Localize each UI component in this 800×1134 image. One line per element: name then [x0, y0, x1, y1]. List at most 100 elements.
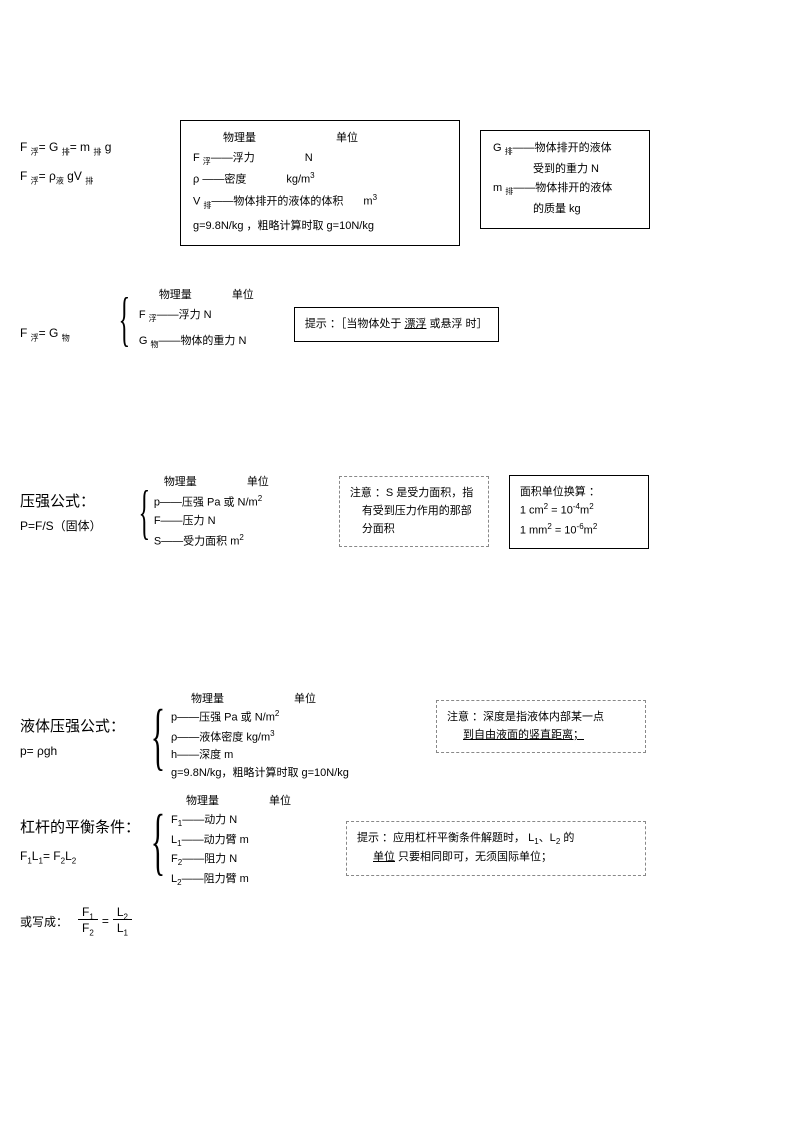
frac-eq: =	[98, 914, 113, 928]
lqr2: ρ——液体密度 kg/m	[171, 731, 270, 743]
lvq-header: 物理量 单位	[171, 792, 336, 811]
lever-quantities: 物理量 单位 F1——动力 N L1——动力臂 m F2——阻力 N L2——阻力…	[166, 792, 336, 890]
b2r1b: ——物体排开的液体	[513, 142, 612, 154]
b2r1sub: 排	[505, 147, 513, 156]
float-row: F 浮= G 物 { 物理量单位 F 浮——浮力 N G 物——物体的重力 N …	[20, 286, 780, 353]
lf-s4: 2	[72, 857, 76, 866]
lvqr1b: ——动力 N	[182, 814, 237, 826]
b1r3a: V	[193, 195, 203, 207]
buoyancy-section: F 浮= G 排= m 排 g F 浮= ρ液 gV 排 物理量单位 F 浮——…	[20, 120, 780, 246]
pressure-note-box: 注意 ：S 是受力面积，指 有受到压力作用的那部 分面积	[339, 476, 489, 547]
pn1: 注意 ：S 是受力面积，指	[350, 485, 478, 503]
float-tip-box: 提示 ：［当物体处于 漂浮 或悬浮 时］	[294, 307, 499, 343]
lever-or-row: 或写成： F1 F2 = L2 L1	[20, 905, 780, 938]
conv-row2: 1 mm2 = 10-6m2	[520, 521, 638, 540]
fl1s: 1	[124, 929, 128, 938]
ln2: 到自由液面的竖直距离；	[447, 727, 635, 745]
formula-buoyancy-2: F 浮= ρ液 gV 排	[20, 169, 160, 186]
liquid-pressure-section: 液体压强公式： p= ρgh { 物理量单位 p——压强 Pa 或 N/m2 ρ…	[20, 691, 780, 782]
frac-bot-2: L1	[113, 921, 132, 935]
lever-title: 杠杆的平衡条件：	[20, 816, 150, 837]
liquid-note-box: 注意 ：深度是指液体内部某一点 到自由液面的竖直距离；	[436, 700, 646, 753]
lvqr2b: ——动力臂 m	[182, 834, 249, 846]
lever-row: 杠杆的平衡条件： F1L1= F2L2 { 物理量单位 F1——动力 N L1—…	[20, 792, 780, 890]
box1-row2: ρ ——密度kg/m3	[193, 169, 447, 190]
conv-title: 面积单位换算 ：	[520, 484, 638, 502]
lqr2sup: 3	[270, 729, 274, 738]
box1-row4: g=9.8N/kg ，粗略计算时取 g=10N/kg	[193, 217, 447, 237]
lvq-row1: F1——动力 N	[171, 811, 336, 831]
lq-h2: 单位	[294, 693, 316, 705]
fqr2b: ——物体的重力 N	[158, 335, 246, 347]
box2-row2: 受到的重力 N	[493, 160, 637, 180]
cv2b: = 10	[552, 524, 577, 536]
b1r1sub: 浮	[203, 157, 211, 166]
lvqr3: F	[171, 853, 178, 865]
fc-sub1: 浮	[31, 333, 39, 342]
liquid-formula: p= ρgh	[20, 744, 150, 758]
lf-m2: L	[65, 849, 72, 863]
fqr1a: F	[139, 309, 149, 321]
f1-mid2: = m	[70, 140, 94, 154]
fqr1b: ——浮力 N	[157, 309, 212, 321]
cv1b: = 10	[548, 505, 573, 517]
pressure-title: 压强公式：	[20, 490, 140, 511]
pq-row1: p——压强 Pa 或 N/m2	[154, 492, 329, 512]
pressure-section: 压强公式： P=F/S（固体） { 物理量单位 p——压强 Pa 或 N/m2 …	[20, 473, 780, 551]
ln1: 注意 ：深度是指液体内部某一点	[447, 709, 635, 727]
b1r2sup: 3	[310, 171, 314, 180]
lvq-row3: F2——阻力 N	[171, 850, 336, 870]
f2-sub1: 浮	[31, 177, 39, 186]
b1r1a: F	[193, 152, 203, 164]
lq-h1: 物理量	[191, 693, 224, 705]
lvq-h2: 单位	[269, 795, 291, 807]
lf-eq: = F	[43, 849, 61, 863]
lvqr4b: ——阻力臂 m	[182, 873, 249, 885]
lt1-text: 提示 ：应用杠杆平衡条件解题时， L	[357, 832, 534, 844]
fq-row1: F 浮——浮力 N	[139, 306, 254, 327]
box1-header-row: 物理量单位	[193, 129, 447, 149]
lever-left: 杠杆的平衡条件： F1L1= F2L2	[20, 816, 150, 865]
b2r1a: G	[493, 142, 505, 154]
lvq-h1: 物理量	[186, 795, 219, 807]
liquid-left: 液体压强公式： p= ρgh	[20, 715, 150, 758]
pressure-quantities: 物理量单位 p——压强 Pa 或 N/m2 F——压力 N S——受力面积 m2	[149, 473, 329, 551]
cv1c: m	[580, 505, 589, 517]
buoyancy-displaced-box: G 排——物体排开的液体 受到的重力 N m 排——物体排开的液体 的质量 kg	[480, 130, 650, 229]
lvqr3b: ——阻力 N	[182, 853, 237, 865]
f1-sub1: 浮	[31, 147, 39, 156]
f1-end: g	[101, 140, 111, 154]
f2-pre: F	[20, 169, 31, 183]
brace-icon: {	[151, 699, 165, 774]
cv1s3: 2	[589, 502, 593, 511]
fraction-right: L2 L1	[113, 905, 132, 938]
fl2s: 2	[124, 912, 128, 921]
lvq-row2: L1——动力臂 m	[171, 831, 336, 851]
fq-header: 物理量单位	[139, 286, 254, 306]
lt2b: 只要相同即可，无须国际单位；	[395, 851, 552, 863]
fq-h1: 物理量	[159, 289, 192, 301]
box1-h2: 单位	[336, 132, 358, 144]
f1-mid: = G	[39, 140, 62, 154]
tip-pre: 提示 ：［当物体处于	[305, 318, 405, 330]
b1r2u: kg/m	[286, 174, 310, 186]
f2-sub2: 液	[56, 177, 64, 186]
lvq-row4: L2——阻力臂 m	[171, 870, 336, 890]
fc-pre: F	[20, 326, 31, 340]
lt2: 单位 只要相同即可，无须国际单位；	[357, 849, 635, 867]
lq-row3: h——深度 m	[171, 747, 426, 765]
b1r1b: ——浮力	[211, 152, 255, 164]
lq-header: 物理量 单位	[171, 691, 426, 709]
tip-mid: 或悬浮 时］	[426, 318, 487, 330]
liquid-title: 液体压强公式：	[20, 715, 150, 736]
brace-icon: {	[139, 482, 151, 542]
lt1b: 、L	[539, 832, 556, 844]
fl1: L	[117, 921, 124, 935]
float-quantities: 物理量单位 F 浮——浮力 N G 物——物体的重力 N	[129, 286, 254, 353]
fqr1sub: 浮	[149, 314, 157, 323]
pressure-left: 压强公式： P=F/S（固体）	[20, 490, 140, 534]
cv2s2: -6	[577, 522, 584, 531]
brace-icon: {	[119, 289, 131, 349]
box2-row1: G 排——物体排开的液体	[493, 139, 637, 160]
lqr1sup: 2	[275, 709, 279, 718]
